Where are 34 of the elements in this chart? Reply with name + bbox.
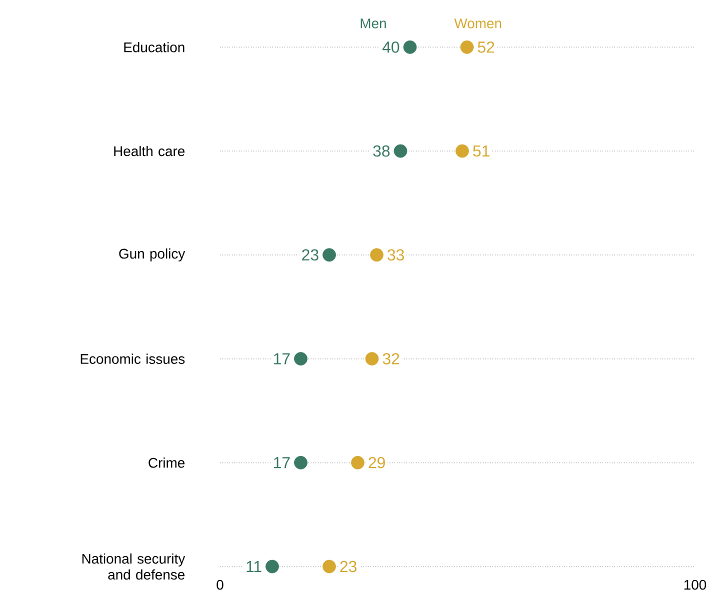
x-tick-label: 0 <box>216 580 224 590</box>
point <box>456 144 469 158</box>
series-label: Women <box>454 18 502 28</box>
point <box>322 248 336 262</box>
data-label: 17 <box>274 457 290 468</box>
y-tick-label: Health care <box>114 146 185 156</box>
data-label: 23 <box>302 249 318 261</box>
point <box>394 144 408 158</box>
point <box>294 352 308 366</box>
y-tick-label: Education <box>124 42 184 52</box>
data-label: 17 <box>274 353 290 364</box>
point <box>460 40 474 54</box>
point <box>365 352 379 366</box>
series-label: Men <box>360 18 386 28</box>
point <box>403 40 417 54</box>
data-label: 11 <box>246 561 262 572</box>
y-tick-label: Economic issues <box>80 354 185 364</box>
x-tick-label: 100 <box>684 580 706 590</box>
point <box>370 248 384 262</box>
data-label: 29 <box>368 457 385 468</box>
y-tick-label: Gun policy <box>119 248 186 262</box>
data-label: 38 <box>373 145 390 157</box>
data-label: 32 <box>382 353 400 364</box>
point <box>351 456 364 470</box>
data-label: 33 <box>388 249 404 261</box>
data-label: 40 <box>382 42 400 53</box>
data-label: 51 <box>473 145 490 157</box>
y-tick-label: National security and defense <box>82 553 186 580</box>
y-tick-label: Crime <box>148 458 185 468</box>
point <box>322 560 336 574</box>
data-label: 52 <box>478 42 494 53</box>
point <box>266 560 279 574</box>
point <box>294 456 308 470</box>
data-label: 23 <box>340 560 356 572</box>
